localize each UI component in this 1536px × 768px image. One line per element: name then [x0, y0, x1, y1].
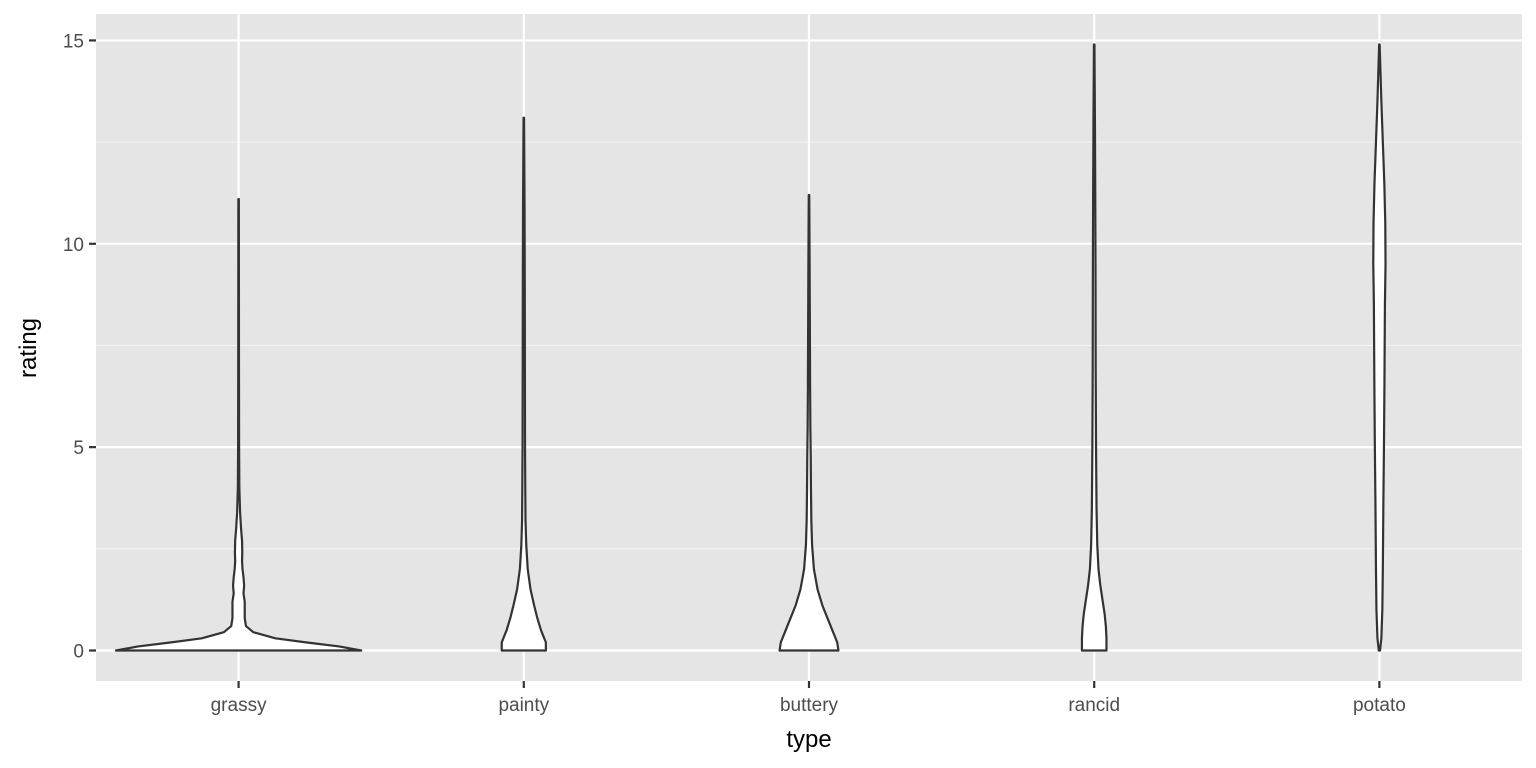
violin-painty: [500, 116, 547, 652]
x-tick-label: rancid: [1068, 695, 1120, 716]
y-tick-label: 5: [73, 438, 84, 459]
axes: 0 5 10 15 grassy painty buttery rancid potato: [63, 31, 1406, 716]
violin-series: [114, 43, 1387, 652]
x-tick-label: grassy: [211, 695, 267, 716]
x-tick-label: painty: [498, 695, 549, 716]
violin-buttery: [778, 193, 840, 652]
y-tick-label: 15: [63, 31, 84, 52]
violin-grassy: [114, 197, 363, 652]
x-tick-label: potato: [1353, 695, 1406, 716]
violin-potato: [1372, 43, 1387, 652]
x-tick-label: buttery: [780, 695, 839, 716]
y-axis-title: rating: [15, 318, 42, 378]
x-axis-title: type: [786, 726, 831, 753]
y-tick-label: 0: [73, 641, 84, 662]
violin-rancid: [1080, 43, 1108, 652]
y-tick-label: 10: [63, 235, 84, 256]
